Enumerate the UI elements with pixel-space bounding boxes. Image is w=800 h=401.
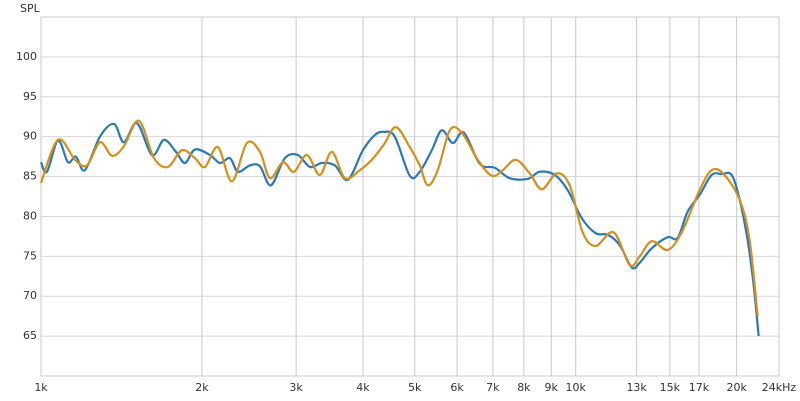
x-tick-label: 2k: [195, 381, 209, 394]
x-tick-label: 7k: [486, 381, 500, 394]
y-tick-label: 85: [23, 170, 37, 183]
y-tick-label: 70: [23, 289, 37, 302]
x-tick-label: 15k: [660, 381, 681, 394]
y-tick-label: 65: [23, 329, 37, 342]
x-tick-label: 13k: [626, 381, 647, 394]
x-tick-label: 20k: [726, 381, 747, 394]
y-tick-label: 90: [23, 130, 37, 143]
y-tick-label: 100: [16, 50, 37, 63]
x-tick-label: 1k: [34, 381, 48, 394]
x-tick-label: 3k: [289, 381, 303, 394]
x-tick-label: 6k: [450, 381, 464, 394]
x-tick-label: 5k: [408, 381, 422, 394]
y-axis-label: SPL: [20, 2, 41, 15]
plot-area: [40, 16, 780, 377]
y-tick-label: 80: [23, 209, 37, 222]
x-tick-label: 8k: [517, 381, 531, 394]
y-tick-label: 75: [23, 249, 37, 262]
x-tick-label: 10k: [566, 381, 587, 394]
x-tick-label: 17k: [689, 381, 710, 394]
x-tick-label: 4k: [356, 381, 370, 394]
series-line: [39, 119, 759, 317]
x-tick-label: 24kHz: [762, 381, 797, 394]
x-tick-label: 9k: [545, 381, 559, 394]
series-line: [39, 122, 760, 337]
y-tick-label: 95: [23, 90, 37, 103]
